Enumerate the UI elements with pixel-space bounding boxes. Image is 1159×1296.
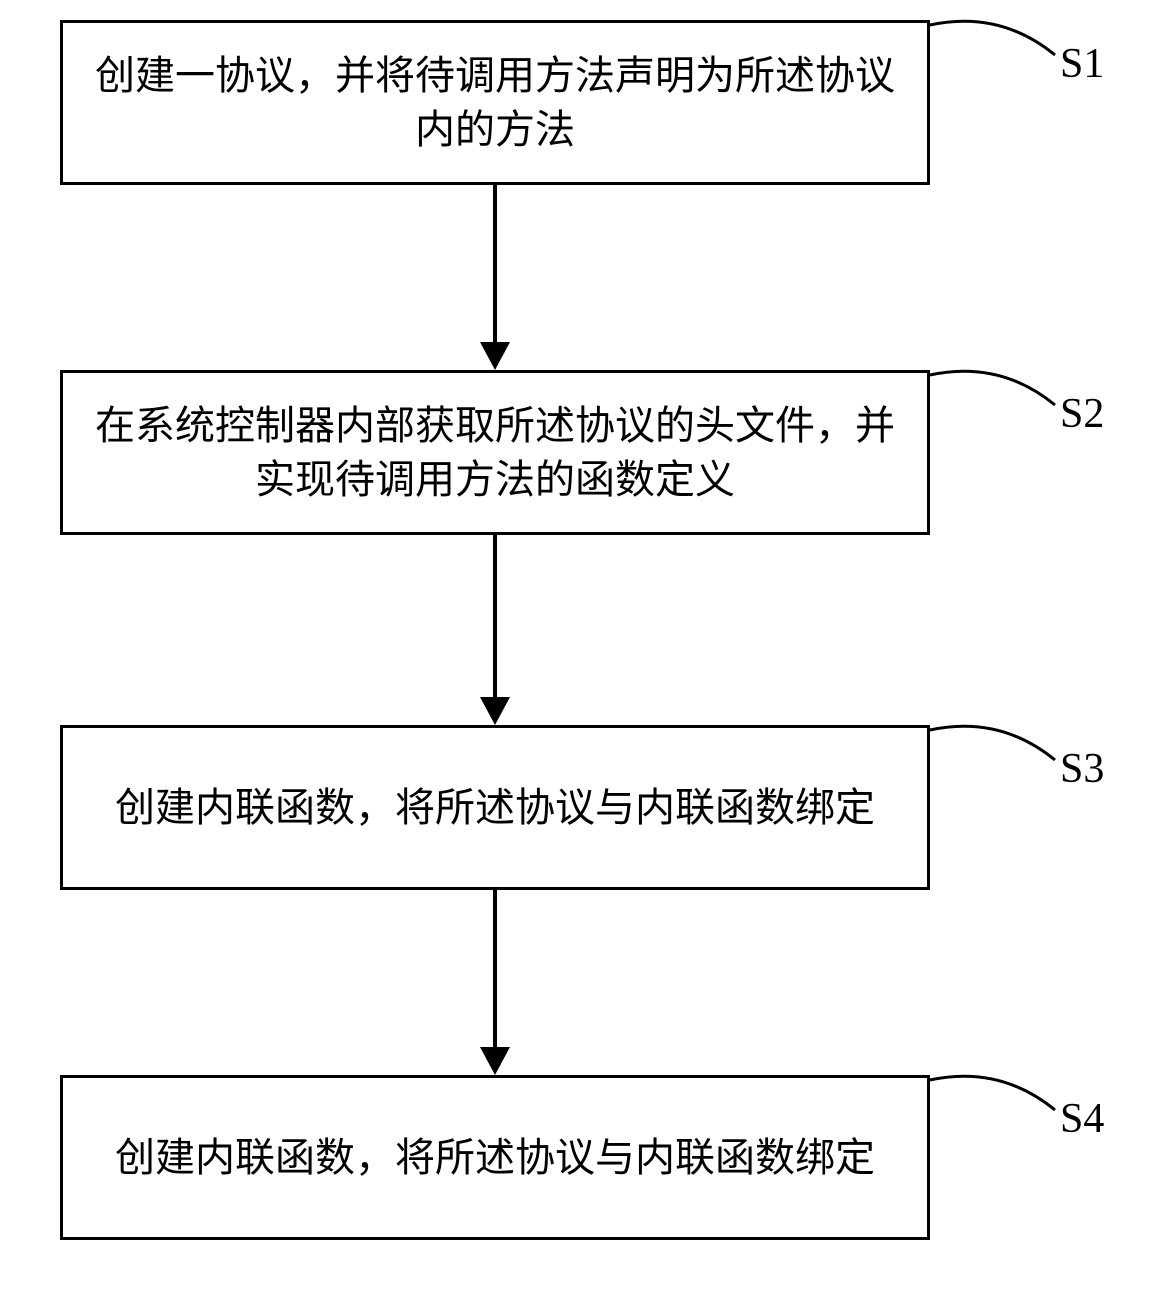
step-label-4: S4: [1060, 1095, 1104, 1143]
step-label-3: S3: [1060, 745, 1104, 793]
step-label-2: S2: [1060, 390, 1104, 438]
flow-node-3-text: 创建内联函数，将所述协议与内联函数绑定: [115, 781, 875, 835]
flow-node-4: 创建内联函数，将所述协议与内联函数绑定: [60, 1075, 930, 1240]
flow-node-2: 在系统控制器内部获取所述协议的头文件，并实现待调用方法的函数定义: [60, 370, 930, 535]
step-label-1: S1: [1060, 40, 1104, 88]
flow-node-2-text: 在系统控制器内部获取所述协议的头文件，并实现待调用方法的函数定义: [93, 399, 897, 507]
flow-node-1: 创建一协议，并将待调用方法声明为所述协议内的方法: [60, 20, 930, 185]
flow-node-3: 创建内联函数，将所述协议与内联函数绑定: [60, 725, 930, 890]
flow-node-1-text: 创建一协议，并将待调用方法声明为所述协议内的方法: [93, 49, 897, 157]
flowchart-canvas: 创建一协议，并将待调用方法声明为所述协议内的方法 在系统控制器内部获取所述协议的…: [0, 0, 1159, 1296]
flow-node-4-text: 创建内联函数，将所述协议与内联函数绑定: [115, 1131, 875, 1185]
